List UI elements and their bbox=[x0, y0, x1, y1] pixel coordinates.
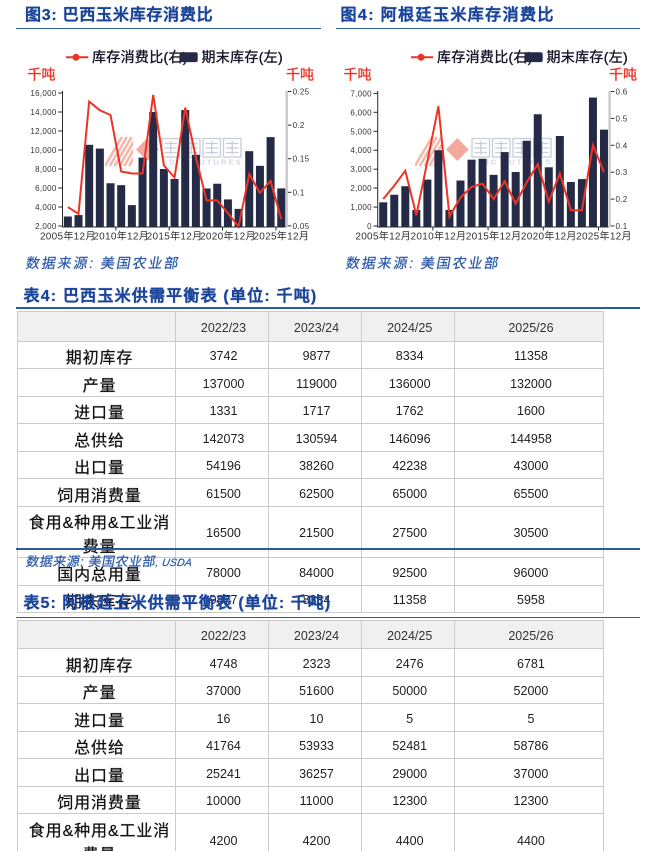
svg-text:千吨: 千吨 bbox=[609, 67, 637, 83]
svg-text:10,000: 10,000 bbox=[30, 146, 57, 155]
svg-text:2005年12月: 2005年12月 bbox=[40, 230, 96, 243]
svg-text:2020年12月: 2020年12月 bbox=[200, 230, 256, 243]
svg-text:库存消费比(右): 库存消费比(右) bbox=[437, 49, 533, 65]
svg-text:2005年12月: 2005年12月 bbox=[355, 230, 411, 243]
svg-text:0: 0 bbox=[367, 222, 372, 231]
svg-text:库存消费比(右): 库存消费比(右) bbox=[92, 49, 188, 65]
svg-text:6,000: 6,000 bbox=[350, 108, 372, 117]
svg-text:1,000: 1,000 bbox=[350, 203, 372, 212]
svg-text:0.25: 0.25 bbox=[293, 88, 310, 97]
svg-text:8,000: 8,000 bbox=[35, 165, 57, 174]
svg-text:0.2: 0.2 bbox=[616, 195, 628, 204]
svg-text:0.15: 0.15 bbox=[293, 155, 310, 164]
svg-text:0.5: 0.5 bbox=[616, 114, 628, 123]
svg-text:千吨: 千吨 bbox=[344, 67, 372, 83]
svg-text:0.1: 0.1 bbox=[616, 222, 628, 231]
svg-text:0.1: 0.1 bbox=[293, 188, 305, 197]
svg-text:0.6: 0.6 bbox=[616, 88, 628, 97]
svg-text:SDIC FUTURES: SDIC FUTURES bbox=[472, 158, 553, 167]
svg-text:千吨: 千吨 bbox=[286, 67, 314, 83]
svg-text:2,000: 2,000 bbox=[350, 184, 372, 193]
svg-text:2015年12月: 2015年12月 bbox=[147, 230, 203, 243]
svg-text:7,000: 7,000 bbox=[350, 89, 372, 98]
svg-text:12,000: 12,000 bbox=[30, 127, 57, 136]
svg-text:0.05: 0.05 bbox=[293, 222, 310, 231]
svg-text:2025年12月: 2025年12月 bbox=[253, 230, 309, 243]
svg-text:2,000: 2,000 bbox=[35, 222, 57, 231]
svg-text:5,000: 5,000 bbox=[350, 127, 372, 136]
svg-text:2015年12月: 2015年12月 bbox=[466, 230, 522, 243]
svg-text:16,000: 16,000 bbox=[30, 89, 57, 98]
svg-text:2025年12月: 2025年12月 bbox=[576, 230, 632, 243]
svg-text:6,000: 6,000 bbox=[35, 184, 57, 193]
svg-text:期末库存(左): 期末库存(左) bbox=[547, 49, 628, 65]
svg-text:14,000: 14,000 bbox=[30, 108, 57, 117]
svg-text:2020年12月: 2020年12月 bbox=[521, 230, 577, 243]
svg-text:2010年12月: 2010年12月 bbox=[93, 230, 149, 243]
svg-text:0.4: 0.4 bbox=[616, 141, 628, 150]
svg-text:0.3: 0.3 bbox=[616, 168, 628, 177]
svg-text:4,000: 4,000 bbox=[350, 146, 372, 155]
svg-text:2010年12月: 2010年12月 bbox=[411, 230, 467, 243]
svg-text:SDIC FUTURES: SDIC FUTURES bbox=[162, 158, 243, 167]
svg-text:0.2: 0.2 bbox=[293, 121, 305, 130]
svg-text:千吨: 千吨 bbox=[28, 67, 56, 83]
svg-text:3,000: 3,000 bbox=[350, 165, 372, 174]
svg-text:期末库存(左): 期末库存(左) bbox=[202, 49, 283, 65]
svg-text:4,000: 4,000 bbox=[35, 203, 57, 212]
